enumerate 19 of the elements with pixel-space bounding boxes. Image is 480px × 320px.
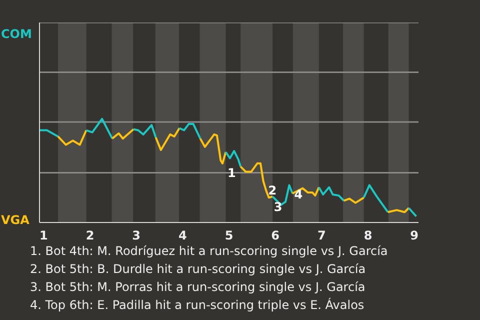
- text: 2. Bot 5th: B. Durdle hit a run-scoring single vs J. García: [30, 262, 366, 276]
- text: COM: [1, 27, 32, 42]
- x-tick-label: 4: [178, 228, 187, 242]
- annotation: 3: [274, 200, 282, 214]
- x-tick-label: 6: [271, 228, 280, 242]
- text: VGA: [1, 213, 30, 228]
- annotation: 2: [268, 184, 277, 198]
- annotation: 1: [228, 166, 236, 180]
- text: 1. Bot 4th: M. Rodríguez hit a run-scoring single vs J. García: [30, 244, 388, 258]
- x-tick-label: 9: [410, 228, 419, 242]
- x-tick-label: 7: [317, 228, 326, 242]
- x-tick-label: 1: [39, 228, 48, 242]
- x-tick-label: 5: [224, 228, 234, 242]
- text: 3. Bot 5th: M. Porras hit a run-scoring single vs J. García: [30, 280, 366, 294]
- x-tick-label: 3: [132, 228, 141, 242]
- x-tick-label: 2: [86, 228, 94, 242]
- x-tick-label: 8: [364, 228, 372, 242]
- text: 4. Top 6th: E. Padilla hit a run-scoring triple vs E. Ávalos: [30, 298, 364, 312]
- annotation: 4: [294, 188, 303, 202]
